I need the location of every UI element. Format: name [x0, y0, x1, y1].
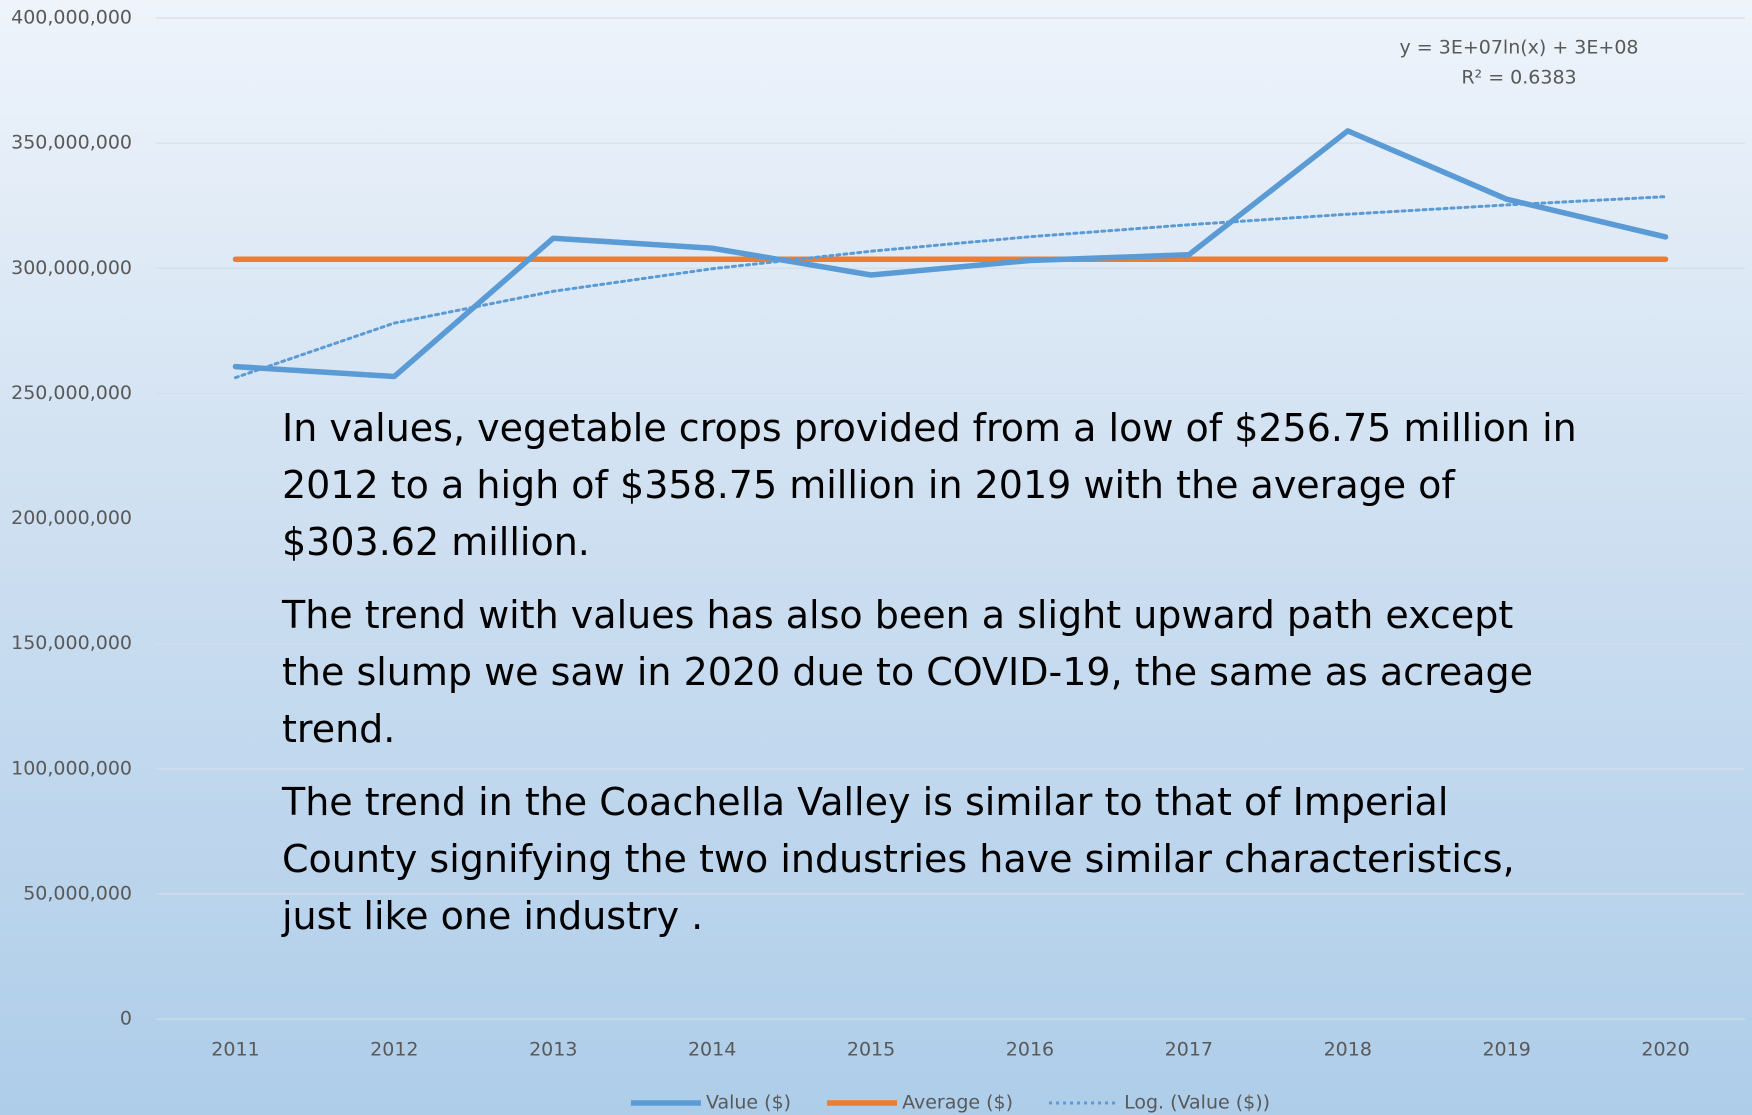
legend-label: Value ($) — [706, 1092, 791, 1114]
x-tick-label: 2015 — [847, 1039, 895, 1061]
series-line — [232, 128, 1669, 380]
x-tick-label: 2013 — [529, 1039, 577, 1061]
y-tick-label: 400,000,000 — [11, 7, 132, 29]
x-tick-label: 2016 — [1006, 1039, 1054, 1061]
y-tick-label: 200,000,000 — [11, 507, 132, 529]
y-tick-label: 350,000,000 — [11, 132, 132, 154]
paragraph: The trend in the Coachella Valley is sim… — [282, 780, 1515, 938]
y-tick-label: 250,000,000 — [11, 382, 132, 404]
y-tick-label: 150,000,000 — [11, 632, 132, 654]
y-tick-label: 100,000,000 — [11, 757, 132, 779]
paragraph: The trend with values has also been a sl… — [282, 593, 1534, 751]
y-tick-label: 0 — [120, 1008, 132, 1030]
notes: In values, vegetable crops provided from… — [282, 400, 1582, 961]
y-tick-label: 50,000,000 — [23, 882, 132, 904]
legend-label: Average ($) — [902, 1092, 1013, 1114]
legend-label: Log. (Value ($)) — [1124, 1092, 1270, 1114]
series-line — [233, 195, 1668, 380]
y-tick-label: 300,000,000 — [11, 257, 132, 279]
trend-r2: R² = 0.6383 — [1461, 67, 1576, 89]
x-tick-label: 2012 — [370, 1039, 418, 1061]
legend: Value ($) Average ($) Log. (Value ($)) — [630, 1092, 1270, 1114]
x-tick-label: 2017 — [1165, 1039, 1213, 1061]
x-tick-label: 2014 — [688, 1039, 736, 1061]
x-tick-label: 2018 — [1324, 1039, 1372, 1061]
x-tick-label: 2020 — [1641, 1039, 1689, 1061]
trend-equation: y = 3E+07ln(x) + 3E+08 — [1399, 37, 1638, 59]
x-tick-label: 2019 — [1482, 1039, 1530, 1061]
x-tick-label: 2011 — [211, 1039, 259, 1061]
paragraph: In values, vegetable crops provided from… — [282, 406, 1577, 564]
